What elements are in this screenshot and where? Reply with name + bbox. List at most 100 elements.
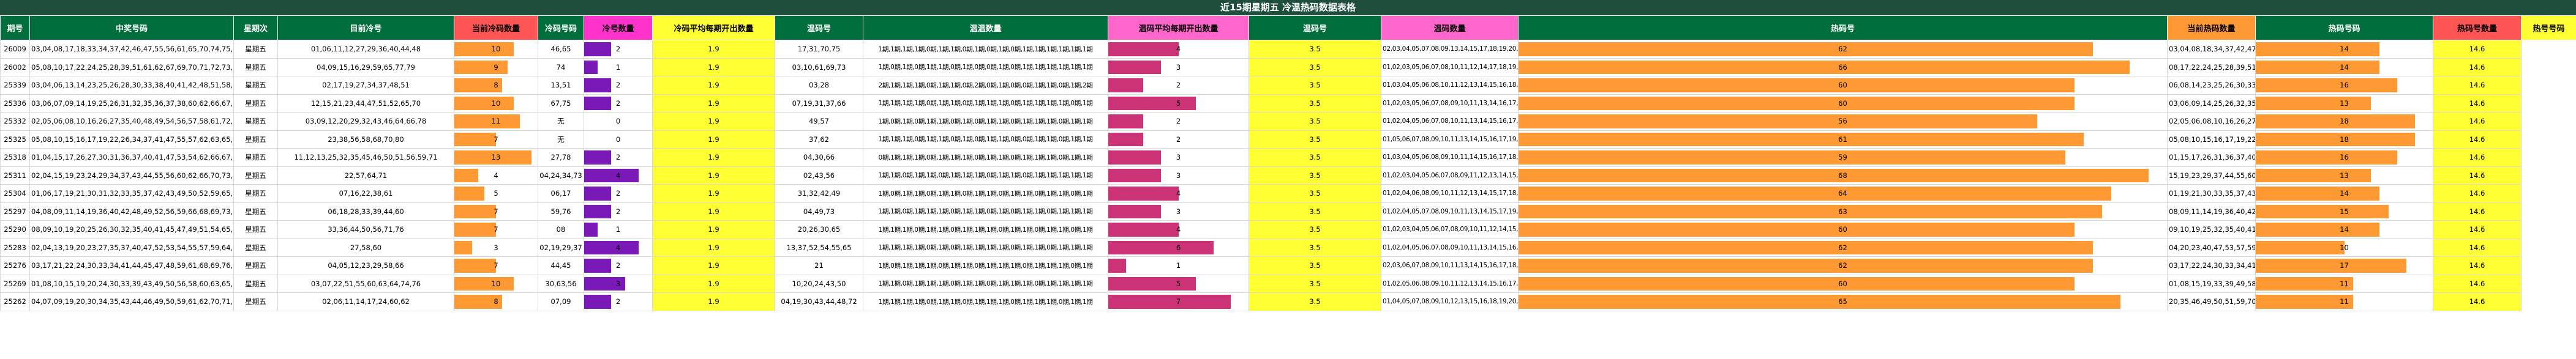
hot-hit-cell: 01,19,21,30,33,35,37,43,50,52,59,65,66,6…: [2167, 184, 2256, 203]
table-row[interactable]: 25262 04,07,09,19,20,30,34,35,43,44,46,49…: [0, 292, 2576, 311]
cold-count-cell-value: 9: [494, 62, 498, 72]
hot-count-cell: 60: [1518, 274, 2168, 293]
hot-hit-count-cell: 14: [2255, 40, 2433, 59]
hot-count-cell-fill: [1519, 42, 2093, 56]
hot-hit-count-cell: 10: [2255, 238, 2433, 257]
table-row[interactable]: 25276 03,17,21,22,24,30,33,34,41,44,45,47…: [0, 256, 2576, 275]
warm-avg-cell: 3.5: [1249, 184, 1381, 203]
hot-count-cell-value: 60: [1838, 279, 1847, 288]
table-row[interactable]: 25339 03,04,06,13,14,23,25,26,28,30,33,38…: [0, 76, 2576, 95]
cold-hit-cell: 74: [538, 57, 584, 76]
warm-ball-cell: 0期,1期,1期,1期,0期,1期,1期,1期,0期,1期,1期,0期,1期,1…: [863, 148, 1108, 167]
warm-ball-cell: 1期,0期,1期,1期,1期,0期,1期,1期,0期,1期,1期,1期,0期,1…: [863, 256, 1108, 275]
weekday-cell: 星期五: [233, 112, 278, 131]
warm-count-cell-value: 3: [1176, 171, 1181, 180]
cold-count-cell: 10: [454, 94, 538, 113]
warm-ball-cell: 1期,0期,1期,1期,0期,1期,1期,0期,1期,1期,0期,1期,1期,0…: [863, 184, 1108, 203]
hot-hit-count-cell: 17: [2255, 256, 2433, 275]
hot-avg-cell: 14.6: [2433, 166, 2522, 185]
weekday-cell: 星期五: [233, 220, 278, 239]
cold-hit-count-cell-value: 3: [615, 279, 621, 288]
winning-numbers-cell: 03,04,08,17,18,33,34,37,42,46,47,55,56,6…: [29, 40, 234, 59]
cold-count-cell-value: 10: [491, 45, 501, 54]
cold-hit-cell: 30,63,56: [538, 274, 584, 293]
hot-hit-count-cell: 16: [2255, 76, 2433, 95]
table-row[interactable]: 25332 02,05,06,08,10,16,26,27,35,40,48,49…: [0, 112, 2576, 131]
period-cell: 25325: [0, 130, 30, 149]
hot-hit-count-cell-fill: [2256, 276, 2353, 291]
table-row[interactable]: 25297 04,08,09,11,14,19,36,40,42,48,49,52…: [0, 202, 2576, 221]
period-cell: 25311: [0, 166, 30, 185]
cold-avg-cell: 1.9: [652, 112, 775, 131]
hot-hit-count-cell-value: 13: [2340, 98, 2349, 108]
hot-hit-count-cell: 14: [2255, 220, 2433, 239]
cold-hit-cell: 13,51: [538, 76, 584, 95]
cold-hit-count-cell: 4: [584, 238, 653, 257]
hot-hit-cell: 06,08,14,23,25,26,30,33,38,40,41,42,48,5…: [2167, 76, 2256, 95]
table-row[interactable]: 25311 02,04,15,19,23,24,29,34,37,43,44,55…: [0, 166, 2576, 185]
hot-hit-count-cell: 16: [2255, 148, 2433, 167]
table-row[interactable]: 25304 01,06,17,19,21,30,31,32,33,35,37,42…: [0, 184, 2576, 203]
hot-hit-cell: 09,10,19,25,32,35,40,41,45,47,49,51,54,7…: [2167, 220, 2256, 239]
cold-count-cell-fill: [454, 114, 520, 128]
table-row[interactable]: 25283 02,04,13,19,20,23,27,35,37,40,47,52…: [0, 238, 2576, 257]
cold-count-cell-value: 10: [491, 279, 501, 288]
hot-avg-cell: 14.6: [2433, 292, 2522, 311]
winning-numbers-cell: 08,09,10,19,20,25,26,30,32,35,40,41,45,4…: [29, 220, 234, 239]
warm-ball-cell: 1期,1期,1期,0期,1期,1期,0期,1期,0期,1期,1期,0期,0期,1…: [863, 130, 1108, 149]
cold-avg-cell: 1.9: [652, 256, 775, 275]
warm-count-cell-fill: [1108, 259, 1126, 273]
hot-count-cell-fill: [1519, 114, 2038, 128]
hot-count-cell-value: 64: [1838, 189, 1847, 198]
cold-hit-count-cell-value: 2: [615, 98, 621, 108]
table-row[interactable]: 25290 08,09,10,19,20,25,26,30,32,35,40,41…: [0, 220, 2576, 239]
cold-hit-count-cell: 2: [584, 292, 653, 311]
hot-count-cell-value: 62: [1838, 261, 1847, 270]
warm-numbers-cell: 03,10,61,69,73: [775, 57, 863, 76]
table-row[interactable]: 25269 01,08,10,15,19,20,24,30,33,39,43,49…: [0, 274, 2576, 293]
table-row[interactable]: 25325 05,08,10,15,16,17,19,22,26,34,37,41…: [0, 130, 2576, 149]
cold-numbers-cell: 12,15,21,23,44,47,51,52,65,70: [277, 94, 454, 113]
cold-hit-count-cell: 2: [584, 256, 653, 275]
cold-count-cell-value: 7: [494, 135, 498, 144]
cold-hit-count-cell-value: 2: [615, 207, 621, 216]
table-row[interactable]: 26002 05,08,10,17,22,24,25,28,39,51,61,62…: [0, 57, 2576, 76]
warm-count-cell-fill: [1108, 60, 1161, 74]
weekday-cell: 星期五: [233, 238, 278, 257]
data-table: 期号 中奖号码 星期次 目前冷号 当前冷码数量 冷码号码 冷号数量 冷码平均每期开出数量 温码号…: [0, 15, 2576, 311]
cold-hit-count-cell: 2: [584, 148, 653, 167]
warm-ball-cell: 1期,0期,1期,0期,1期,1期,0期,1期,0期,0期,1期,0期,1期,1…: [863, 57, 1108, 76]
warm-count-cell: 2: [1108, 76, 1249, 95]
warm-count-cell-value: 2: [1176, 135, 1181, 144]
warm-count-cell-fill: [1108, 204, 1161, 218]
hot-hit-count-cell-value: 14: [2340, 225, 2349, 234]
cold-hit-count-cell-value: 2: [615, 261, 621, 270]
cold-numbers-cell: 02,06,11,14,17,24,60,62: [277, 292, 454, 311]
table-row[interactable]: 25318 01,04,15,17,26,27,30,31,36,37,40,41…: [0, 148, 2576, 167]
period-cell: 25332: [0, 112, 30, 131]
warm-count-cell: 2: [1108, 112, 1249, 131]
hot-hit-count-cell: 15: [2255, 202, 2433, 221]
period-cell: 26009: [0, 40, 30, 59]
hot-hit-count-cell-fill: [2256, 150, 2398, 165]
hot-count-cell: 64: [1518, 184, 2168, 203]
cold-count-cell: 7: [454, 256, 538, 275]
cold-numbers-cell: 22,57,64,71: [277, 166, 454, 185]
cold-numbers-cell: 07,16,22,38,61: [277, 184, 454, 203]
hot-hit-count-cell-fill: [2256, 259, 2406, 273]
cold-avg-cell: 1.9: [652, 292, 775, 311]
cold-hit-count-cell-fill: [584, 150, 612, 165]
hot-count-cell-value: 63: [1838, 207, 1847, 216]
hot-hit-count-cell-value: 11: [2340, 297, 2349, 306]
table-row[interactable]: 25336 03,06,07,09,14,19,25,26,31,32,35,36…: [0, 94, 2576, 113]
hot-numbers-cell: 01,02,03,05,06,07,08,09,10,11,13,14,16,1…: [1381, 94, 1519, 113]
table-row[interactable]: 26009 03,04,08,17,18,33,34,37,42,46,47,55…: [0, 40, 2576, 59]
weekday-cell: 星期五: [233, 130, 278, 149]
hot-hit-cell: 03,04,08,18,34,37,42,47,55,56,61,65,74,7…: [2167, 40, 2256, 59]
hot-hit-count-cell: 14: [2255, 57, 2433, 76]
winning-numbers-cell: 02,04,15,19,23,24,29,34,37,43,44,55,56,6…: [29, 166, 234, 185]
period-cell: 26002: [0, 57, 30, 76]
hot-count-cell-fill: [1519, 78, 2075, 92]
cold-numbers-cell: 33,36,44,50,56,71,76: [277, 220, 454, 239]
cold-count-cell-fill: [454, 78, 502, 92]
